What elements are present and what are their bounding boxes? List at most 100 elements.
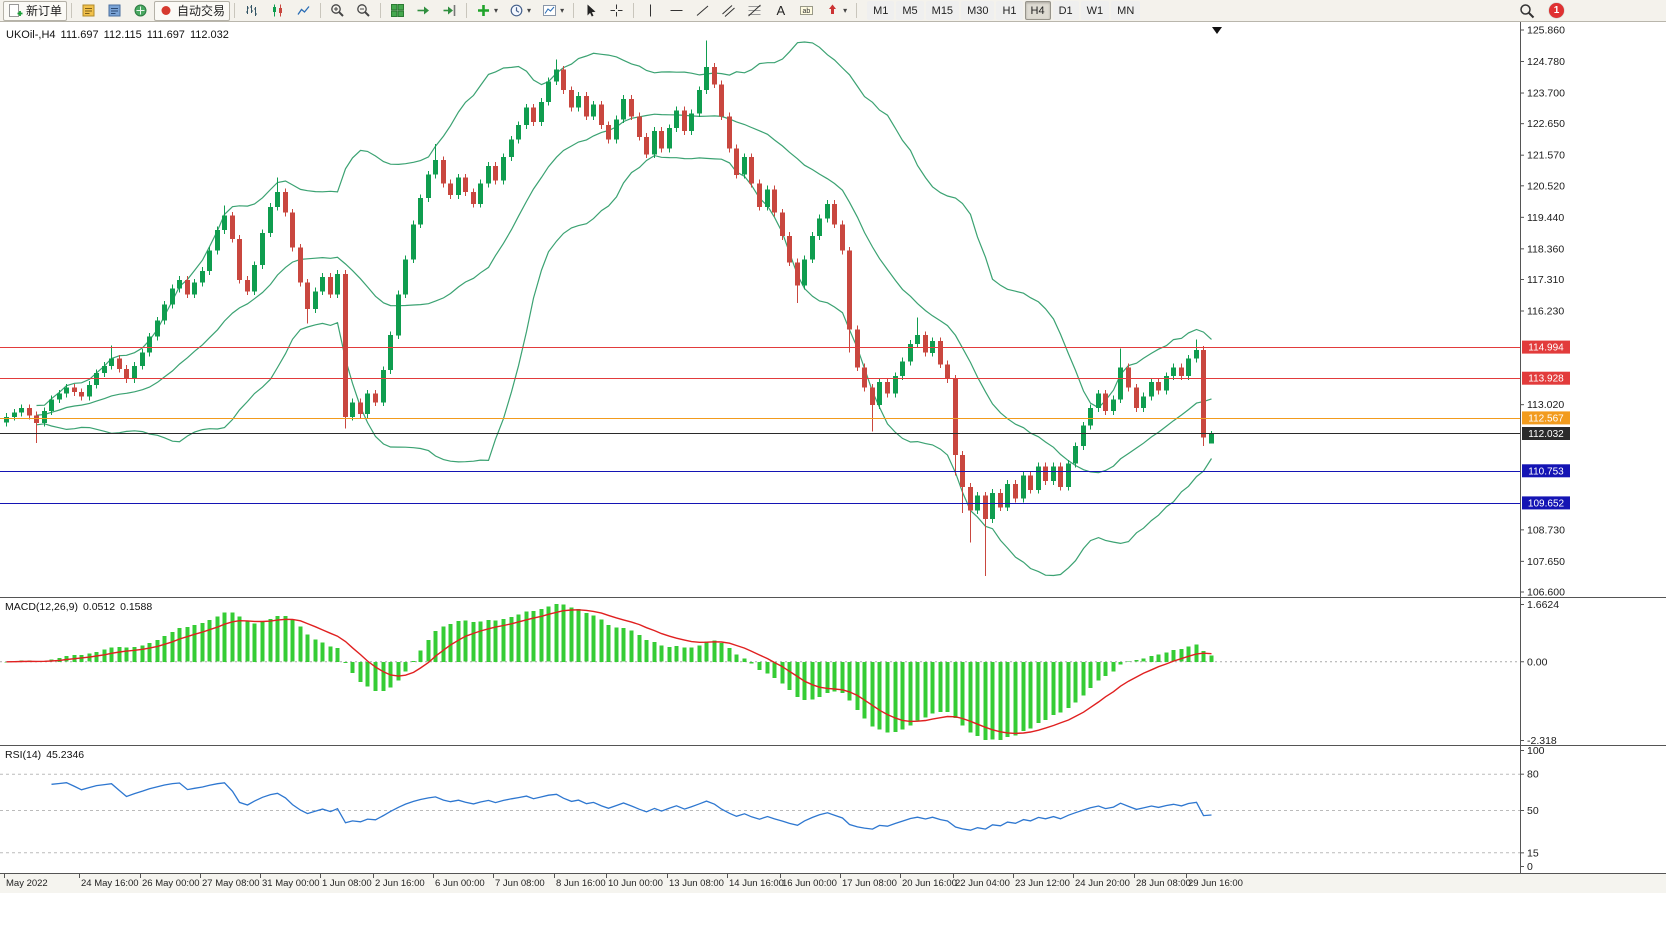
svg-text:118.360: 118.360 (1527, 243, 1564, 255)
bar-chart-button[interactable] (239, 1, 264, 21)
chart-shift-button[interactable] (437, 1, 462, 21)
svg-text:15: 15 (1527, 847, 1539, 859)
price-chart-canvas[interactable]: 125.860 124.780 123.700 122.650 121.570 120.5… (0, 22, 1666, 597)
symbol-name: UKOil-,H4 (6, 29, 56, 41)
symbol-low: 111.697 (146, 29, 185, 41)
notification-badge[interactable]: 1 (1549, 3, 1564, 18)
data-window-icon (107, 3, 122, 18)
arrows-icon (825, 3, 840, 18)
vertical-line-button[interactable] (638, 1, 663, 21)
time-axis-tick (840, 874, 841, 878)
time-axis[interactable]: May 2022 24 May 16:00 26 May 00:00 27 May 0… (0, 874, 1666, 893)
time-axis-tick (780, 874, 781, 878)
templates-button[interactable]: ▾ (537, 1, 569, 21)
autoscroll-button[interactable] (411, 1, 436, 21)
auto-trading-button[interactable]: 自动交易 (154, 0, 231, 21)
horizontal-line-icon (669, 3, 684, 18)
timeframe-button-w1[interactable]: W1 (1080, 1, 1110, 20)
timeframe-button-m15[interactable]: M15 (925, 1, 960, 20)
macd-canvas[interactable]: 1.6624 0.00 -2.318 (0, 598, 1666, 745)
timeframe-button-h1[interactable]: H1 (996, 1, 1023, 20)
time-axis-label: 24 Jun 20:00 (1075, 878, 1130, 889)
svg-text:120.520: 120.520 (1527, 180, 1565, 192)
fibonacci-button[interactable] (742, 1, 767, 21)
rsi-line (51, 782, 1212, 831)
new-order-button[interactable]: 新订单 (3, 0, 68, 21)
svg-text:113.020: 113.020 (1527, 399, 1564, 411)
timeframe-button-h4[interactable]: H4 (1024, 1, 1051, 20)
zoom-out-button[interactable] (351, 1, 376, 21)
market-watch-button[interactable] (76, 1, 101, 21)
new-order-icon (8, 3, 23, 18)
indicators-button[interactable]: ▾ (471, 1, 503, 21)
fibonacci-icon (747, 3, 762, 18)
chart-shift-marker (1212, 27, 1222, 34)
periods-button[interactable]: ▾ (504, 1, 536, 21)
tile-windows-button[interactable] (385, 1, 410, 21)
time-axis-label: 24 May 16:00 (81, 878, 139, 889)
text-label-button[interactable]: ab (794, 1, 819, 21)
line-chart-button[interactable] (291, 1, 316, 21)
toolbar-separator (856, 3, 858, 18)
timeframe-button-m5[interactable]: M5 (896, 1, 924, 20)
rsi-label: RSI(14) 45.2346 (5, 749, 89, 761)
symbol-open: 111.697 (60, 29, 99, 41)
macd-title: MACD(12,26,9) (5, 601, 78, 613)
time-axis-label: 2 Jun 16:00 (375, 878, 425, 889)
timeframe-button-m1[interactable]: M1 (867, 1, 895, 20)
channel-button[interactable] (716, 1, 741, 21)
crosshair-button[interactable] (604, 1, 629, 21)
chevron-down-icon: ▾ (494, 5, 499, 15)
toolbar-separator (320, 3, 322, 18)
time-axis-tick (4, 874, 5, 878)
toolbar-separator (380, 3, 382, 18)
line-chart-icon (296, 3, 311, 18)
time-axis-tick (373, 874, 374, 878)
timeframe-toolbar: M1 M5 M15 M30 H1 H4 D1 W1 MN (867, 1, 1141, 20)
horizontal-line-button[interactable] (664, 1, 689, 21)
svg-text:-2.318: -2.318 (1527, 735, 1557, 745)
text-button[interactable]: A (768, 1, 793, 21)
time-axis-label: 1 Jun 08:00 (322, 878, 372, 889)
price-chart-panel[interactable]: 125.860 124.780 123.700 122.650 121.570 120.5… (0, 22, 1666, 598)
time-axis-tick (1073, 874, 1074, 878)
rsi-canvas[interactable]: 100 80 50 15 0 (0, 746, 1666, 873)
data-window-button[interactable] (102, 1, 127, 21)
svg-text:125.860: 125.860 (1527, 25, 1565, 37)
chevron-down-icon: ▾ (527, 5, 532, 15)
cursor-button[interactable] (578, 1, 603, 21)
arrows-button[interactable]: ▾ (820, 1, 852, 21)
macd-value-main: 0.0512 (82, 601, 116, 613)
timeframe-button-d1[interactable]: D1 (1052, 1, 1079, 20)
time-axis-tick (900, 874, 901, 878)
trendline-button[interactable] (690, 1, 715, 21)
time-axis-tick (260, 874, 261, 878)
templates-icon (542, 3, 557, 18)
timeframe-button-mn[interactable]: MN (1111, 1, 1141, 20)
time-axis-label: 7 Jun 08:00 (495, 878, 545, 889)
new-order-label: 新订单 (26, 4, 63, 18)
candlestick-chart-button[interactable] (265, 1, 290, 21)
market-watch-icon (81, 3, 96, 18)
svg-text:116.230: 116.230 (1527, 306, 1564, 318)
rsi-value: 45.2346 (46, 749, 85, 761)
macd-histogram (4, 604, 1214, 740)
svg-text:107.650: 107.650 (1527, 556, 1565, 568)
search-button[interactable] (1519, 3, 1536, 19)
text-icon: A (773, 3, 788, 18)
macd-panel[interactable]: 1.6624 0.00 -2.318 MACD(12,26,9) 0.0512 0.15… (0, 598, 1666, 746)
zoom-in-button[interactable] (325, 1, 350, 21)
rsi-panel[interactable]: 100 80 50 15 0 RSI(14) 45.2346 (0, 746, 1666, 874)
timeframe-button-m30[interactable]: M30 (961, 1, 995, 20)
rsi-axis[interactable]: 100 80 50 15 0 (1520, 746, 1545, 873)
candlestick-series (4, 40, 1214, 576)
horizontal-lines[interactable] (0, 347, 1520, 504)
svg-text:112.032: 112.032 (1528, 429, 1564, 440)
chevron-down-icon: ▾ (560, 5, 565, 15)
rsi-level-lines (0, 773, 1520, 854)
navigator-button[interactable] (128, 1, 153, 21)
macd-axis[interactable]: 1.6624 0.00 -2.318 (1520, 599, 1559, 745)
bollinger-lower-line (36, 154, 1213, 577)
price-axis[interactable]: 125.860 124.780 123.700 122.650 121.570 120.5… (1520, 25, 1570, 598)
time-axis-tick (493, 874, 494, 878)
